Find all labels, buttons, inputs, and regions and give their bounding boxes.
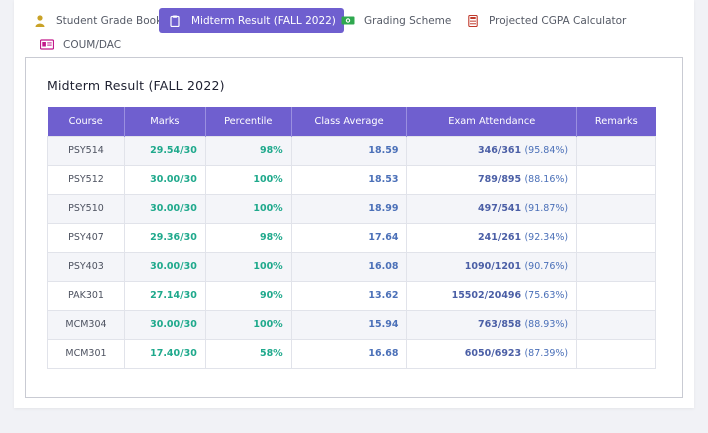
column-header-class-average: Class Average [291,107,408,136]
tab-label: Midterm Result (FALL 2022) [191,14,336,27]
course-cell: PSY403 [47,251,125,282]
attendance-percentage: (88.16%) [524,174,569,185]
remarks-cell [576,309,656,340]
percentile-cell: 98% [204,135,292,166]
remarks-cell [576,251,656,282]
clipboard-icon [167,14,183,28]
course-cell: MCM304 [47,309,125,340]
table-row: PSY512 30.00/30 100% 18.53 789/895 (88.16%) [47,164,656,195]
percentile-cell: 100% [204,309,292,340]
table-row: MCM304 30.00/30 100% 15.94 763/858 (88.93%) [47,309,656,340]
attendance-count: 1090/1201 [464,261,522,272]
percentile-cell: 58% [204,338,292,369]
attendance-count: 15502/20496 [451,290,522,301]
marks-cell: 30.00/30 [123,309,206,340]
tab-label: Projected CGPA Calculator [489,14,627,27]
percentile-cell: 100% [204,251,292,282]
exam-attendance-cell: 1090/1201 (90.76%) [406,251,578,282]
attendance-percentage: (90.76%) [524,261,569,272]
class-average-cell: 15.94 [290,309,408,340]
class-average-cell: 16.08 [290,251,408,282]
remarks-cell [576,338,656,369]
remarks-cell [576,135,656,166]
table-row: MCM301 17.40/30 58% 16.68 6050/6923 (87.39%) [47,338,656,369]
course-cell: PAK301 [47,280,125,311]
percentile-cell: 100% [204,193,292,224]
marks-cell: 30.00/30 [123,193,206,224]
exam-attendance-cell: 789/895 (88.16%) [406,164,578,195]
attendance-percentage: (75.63%) [524,290,569,301]
percentile-cell: 98% [204,222,292,253]
attendance-count: 241/261 [478,232,522,243]
course-cell: PSY510 [47,193,125,224]
remarks-cell [576,222,656,253]
tab-label: COUM/DAC [63,38,122,51]
column-header-exam-attendance: Exam Attendance [406,107,578,136]
percentile-cell: 100% [204,164,292,195]
course-cell: PSY512 [47,164,125,195]
class-average-cell: 18.99 [290,193,408,224]
course-cell: PSY514 [47,135,125,166]
exam-attendance-cell: 346/361 (95.84%) [406,135,578,166]
marks-cell: 29.54/30 [123,135,206,166]
id-card-icon [39,38,55,52]
class-average-cell: 17.64 [290,222,408,253]
class-average-cell: 18.59 [290,135,408,166]
marks-cell: 30.00/30 [123,251,206,282]
column-header-course: Course [47,107,125,136]
remarks-cell [576,164,656,195]
tab-grading-scheme[interactable]: Grading Scheme [332,8,459,33]
marks-cell: 30.00/30 [123,164,206,195]
marks-cell: 29.36/30 [123,222,206,253]
attendance-percentage: (88.93%) [524,319,569,330]
table-row: PSY514 29.54/30 98% 18.59 346/361 (95.84%) [47,135,656,166]
tab-midterm-result[interactable]: Midterm Result (FALL 2022) [159,8,344,33]
exam-attendance-cell: 15502/20496 (75.63%) [406,280,578,311]
attendance-percentage: (91.87%) [524,203,569,214]
tab-label: Student Grade Book [56,14,163,27]
attendance-count: 763/858 [478,319,522,330]
results-table: Course Marks Percentile Class Average Ex… [47,107,656,369]
table-header-row: Course Marks Percentile Class Average Ex… [47,107,656,136]
course-cell: PSY407 [47,222,125,253]
attendance-percentage: (92.34%) [524,232,569,243]
marks-cell: 27.14/30 [123,280,206,311]
panel-title: Midterm Result (FALL 2022) [47,78,225,93]
calculator-icon [465,14,481,28]
table-row: PAK301 27.14/30 90% 13.62 15502/20496 (75.63… [47,280,656,311]
course-cell: MCM301 [47,338,125,369]
tab-student-grade-book[interactable]: Student Grade Book [24,8,170,33]
percentile-cell: 90% [204,280,292,311]
user-icon [32,14,48,28]
tab-coum-dac[interactable]: COUM/DAC [31,32,129,57]
money-icon [340,14,356,28]
remarks-cell [576,193,656,224]
table-row: PSY403 30.00/30 100% 16.08 1090/1201 (90.76%… [47,251,656,282]
exam-attendance-cell: 6050/6923 (87.39%) [406,338,578,369]
remarks-cell [576,280,656,311]
attendance-percentage: (95.84%) [524,145,569,156]
column-header-marks: Marks [124,107,206,136]
exam-attendance-cell: 763/858 (88.93%) [406,309,578,340]
attendance-count: 346/361 [478,145,522,156]
class-average-cell: 13.62 [290,280,408,311]
table-row: PSY407 29.36/30 98% 17.64 241/261 (92.34%) [47,222,656,253]
attendance-percentage: (87.39%) [524,348,569,359]
attendance-count: 789/895 [478,174,522,185]
marks-cell: 17.40/30 [123,338,206,369]
tab-projected-cgpa-calculator[interactable]: Projected CGPA Calculator [457,8,634,33]
column-header-remarks: Remarks [576,107,656,136]
table-row: PSY510 30.00/30 100% 18.99 497/541 (91.87%) [47,193,656,224]
tab-label: Grading Scheme [364,14,452,27]
class-average-cell: 16.68 [290,338,408,369]
exam-attendance-cell: 497/541 (91.87%) [406,193,578,224]
class-average-cell: 18.53 [290,164,408,195]
column-header-percentile: Percentile [205,107,292,136]
attendance-count: 6050/6923 [464,348,522,359]
attendance-count: 497/541 [478,203,522,214]
midterm-result-panel: Midterm Result (FALL 2022) Course Marks … [25,57,683,398]
exam-attendance-cell: 241/261 (92.34%) [406,222,578,253]
